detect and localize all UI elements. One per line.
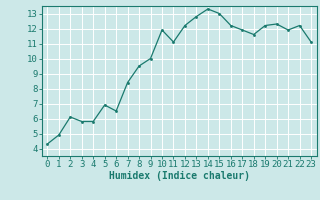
- X-axis label: Humidex (Indice chaleur): Humidex (Indice chaleur): [109, 171, 250, 181]
